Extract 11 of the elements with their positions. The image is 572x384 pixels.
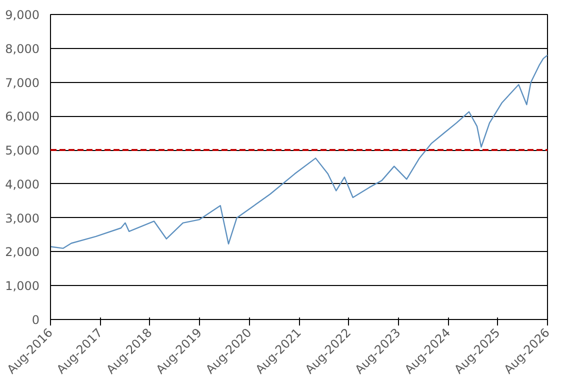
y-tick-label: 1,000	[5, 279, 40, 294]
y-tick-label: 2,000	[5, 245, 40, 260]
y-tick-label: 6,000	[5, 110, 40, 124]
y-tick-label: 8,000	[5, 42, 40, 56]
y-tick-label: 7,000	[5, 76, 40, 90]
y-tick-label: 0	[32, 313, 40, 327]
y-tick-label: 3,000	[5, 211, 40, 226]
y-tick-label: 9,000	[5, 8, 40, 22]
y-tick-label: 5,000	[5, 144, 40, 158]
y-tick-label: 4,000	[5, 177, 40, 192]
line-series	[50, 54, 548, 249]
